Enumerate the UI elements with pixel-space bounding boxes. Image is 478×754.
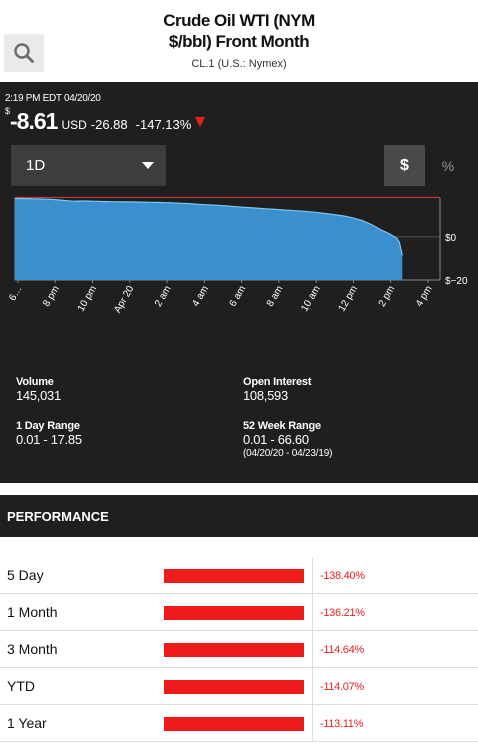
quote-timestamp: 2:19 PM EDT 04/20/20 [5, 93, 101, 104]
x-tick-label: 6 am [228, 284, 249, 309]
row-divider [0, 741, 478, 742]
last-price: -8.61 [10, 108, 58, 134]
row-divider [0, 593, 478, 594]
performance-value: -136.21% [320, 607, 365, 619]
performance-heading: PERFORMANCE [0, 495, 478, 537]
volume-value: 145,031 [16, 388, 61, 403]
search-icon [14, 43, 34, 63]
open-interest-label: Open Interest [243, 376, 312, 388]
performance-bar [164, 680, 304, 694]
week52-range-value: 0.01 - 66.60 [243, 432, 309, 447]
x-tick-label: 12 pm [337, 284, 360, 314]
day-range-label: 1 Day Range [16, 420, 80, 432]
price-change: -26.88 [90, 117, 128, 132]
performance-period: 5 Day [7, 567, 44, 583]
performance-period: 1 Month [7, 604, 58, 620]
performance-row: 1 Month -136.21% [0, 594, 478, 631]
chevron-down-icon [142, 162, 154, 169]
performance-value: -138.40% [320, 570, 365, 582]
open-interest-value: 108,593 [243, 388, 288, 403]
range-dropdown-value: 1D [26, 157, 46, 174]
currency-symbol: $ [5, 106, 11, 116]
range-dropdown[interactable]: 1D [11, 145, 166, 186]
x-tick-label: 2 pm [377, 284, 398, 309]
performance-value: -113.11% [320, 718, 364, 730]
symbol-subtitle: CL.1 (U.S.: Nymex) [191, 58, 287, 70]
x-tick-label: 8 am [265, 284, 286, 309]
x-tick-label: 4 pm [414, 284, 435, 309]
performance-bar [164, 569, 304, 583]
row-divider [0, 704, 478, 705]
x-tick-label: Apr 20 [112, 284, 136, 315]
x-tick-label: 6… [7, 284, 24, 303]
volume-label: Volume [16, 376, 54, 388]
down-arrow-icon [195, 116, 206, 127]
performance-value: -114.64% [320, 644, 364, 656]
x-tick-label: 10 am [299, 284, 322, 314]
x-tick-label: 10 pm [76, 284, 99, 314]
performance-period: 1 Year [7, 715, 47, 731]
series-line [14, 197, 403, 256]
quote-panel: 2:19 PM EDT 04/20/20 $ -8.61 USD -26.88 … [0, 82, 478, 483]
price-currency: USD [61, 118, 87, 132]
y-tick-label: $−20 [445, 276, 468, 287]
week52-range-dates: (04/20/20 - 04/23/19) [243, 448, 333, 459]
day-range-value: 0.01 - 17.85 [16, 432, 82, 447]
performance-period: 3 Month [7, 641, 58, 657]
dollar-toggle-button[interactable]: $ [384, 145, 425, 186]
title-line-1: Crude Oil WTI (NYM [163, 11, 315, 30]
price-change-percent: -147.13% [135, 117, 192, 132]
series-area [15, 198, 403, 280]
row-divider [0, 630, 478, 631]
performance-row: 5 Day -138.40% [0, 557, 478, 594]
page-header: Crude Oil WTI (NYM $/bbl) Front Month CL… [0, 0, 478, 82]
x-tick-label: 4 am [190, 284, 211, 309]
title-line-2: $/bbl) Front Month [168, 32, 310, 51]
performance-row: 3 Month -114.64% [0, 631, 478, 668]
x-tick-label: 8 pm [41, 284, 62, 309]
percent-toggle-button[interactable]: % [441, 157, 455, 174]
x-tick-label: 2 am [153, 284, 174, 309]
column-divider [312, 557, 313, 742]
performance-bar [164, 606, 304, 620]
performance-bar [164, 643, 304, 657]
price-row: -8.61 USD -26.88 -147.13% [10, 108, 206, 135]
week52-range-label: 52 Week Range [243, 420, 321, 432]
performance-bar [164, 717, 304, 731]
performance-row: YTD -114.07% [0, 668, 478, 705]
performance-period: YTD [7, 678, 35, 694]
price-chart[interactable]: $0 $−20 6… 8 pm 10 pm Apr 20 2 am 4 am 6 am 8 am 1… [0, 194, 478, 334]
row-divider [0, 667, 478, 668]
performance-row: 1 Year -113.11% [0, 705, 478, 742]
search-button[interactable] [4, 34, 44, 72]
page-title: Crude Oil WTI (NYM $/bbl) Front Month [100, 10, 378, 52]
y-tick-label: $0 [445, 233, 457, 244]
performance-value: -114.07% [320, 681, 364, 693]
